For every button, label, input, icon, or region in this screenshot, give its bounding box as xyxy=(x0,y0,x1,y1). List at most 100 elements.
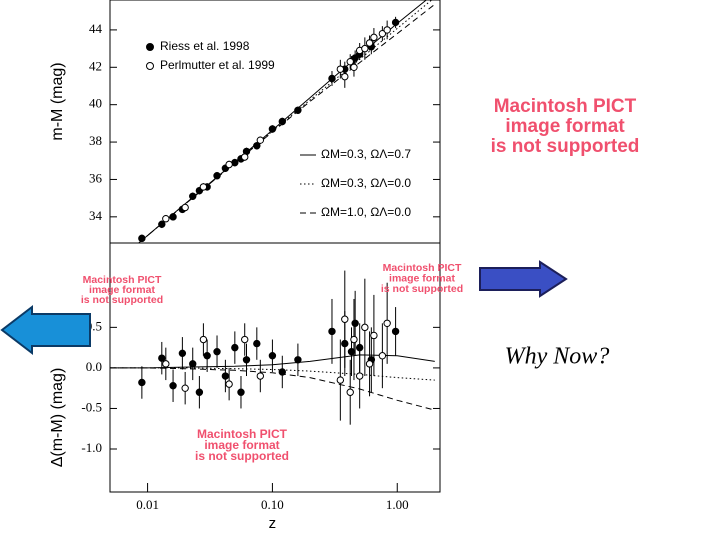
data-point xyxy=(169,382,177,390)
unsupported-notice: image format xyxy=(89,284,155,296)
data-point xyxy=(253,339,261,348)
left-arrow xyxy=(0,304,91,356)
data-point xyxy=(370,33,378,42)
y-tick-label: -1.0 xyxy=(81,440,102,455)
data-point xyxy=(378,352,387,360)
data-point xyxy=(242,356,251,364)
legend-label: ΩM=0.3, ΩΛ=0.7 xyxy=(321,147,411,161)
model-line xyxy=(137,3,436,243)
unsupported-notice: image format xyxy=(204,438,279,452)
legend-label: Perlmutter et al. 1999 xyxy=(160,58,275,72)
data-point xyxy=(199,183,208,191)
unsupported-notice: Macintosh PICT xyxy=(383,262,462,274)
model-line xyxy=(137,0,433,243)
data-point xyxy=(178,349,187,358)
data-point xyxy=(346,388,354,396)
legend-label: Riess et al. 1998 xyxy=(160,39,250,53)
unsupported-notice: is not supported xyxy=(491,136,640,157)
y-tick-label: 34 xyxy=(89,208,103,223)
unsupported-notice: image format xyxy=(389,272,455,284)
data-point xyxy=(169,213,177,221)
data-point xyxy=(237,388,245,396)
unsupported-notice: image format xyxy=(505,116,625,137)
unsupported-notice: is not supported xyxy=(81,294,163,306)
data-point xyxy=(350,335,358,344)
data-point xyxy=(225,380,233,388)
data-point xyxy=(231,343,239,352)
data-point xyxy=(378,29,387,38)
plot-area xyxy=(137,0,436,243)
y-tick-label: 36 xyxy=(89,170,103,185)
data-point xyxy=(328,327,336,336)
data-point xyxy=(189,360,197,368)
data-point xyxy=(294,106,302,114)
unsupported-notice: Macintosh PICT xyxy=(197,427,288,441)
data-point xyxy=(195,388,204,396)
data-point xyxy=(203,352,211,360)
unsupported-notice: Macintosh PICT xyxy=(494,96,637,117)
legend-marker xyxy=(146,43,154,51)
data-point xyxy=(361,44,369,53)
data-point xyxy=(351,319,359,327)
data-point xyxy=(162,360,170,368)
data-point xyxy=(383,319,391,327)
data-point xyxy=(138,378,146,387)
data-point xyxy=(268,352,277,360)
unsupported-notice: is not supported xyxy=(195,449,289,463)
data-point xyxy=(253,142,261,150)
data-point xyxy=(221,372,230,380)
data-point xyxy=(365,39,374,47)
data-point xyxy=(336,65,345,73)
data-point xyxy=(391,327,400,336)
data-point xyxy=(213,172,221,180)
data-point xyxy=(341,315,349,323)
x-tick-label: 0.10 xyxy=(261,497,284,512)
y-tick-label: 40 xyxy=(89,96,102,111)
data-point xyxy=(241,153,249,161)
plot-area xyxy=(110,270,435,425)
data-point xyxy=(383,26,391,34)
data-point xyxy=(278,368,287,376)
data-point xyxy=(370,331,378,340)
x-tick-label: 0.01 xyxy=(136,497,159,512)
data-point xyxy=(181,384,189,392)
data-point xyxy=(365,360,374,368)
data-point xyxy=(278,117,287,126)
data-point xyxy=(225,160,233,169)
unsupported-notice: is not supported xyxy=(381,283,463,295)
right-arrow xyxy=(479,260,568,298)
data-point xyxy=(158,220,166,229)
legend-label: ΩM=1.0, ΩΛ=0.0 xyxy=(321,205,411,219)
y-tick-label: 42 xyxy=(89,58,102,73)
data-point xyxy=(213,347,221,356)
data-point xyxy=(294,356,302,364)
data-point xyxy=(162,215,170,223)
data-point xyxy=(256,136,265,144)
data-point xyxy=(391,18,400,27)
data-point xyxy=(350,63,358,71)
y-axis-label: m-M (mag) xyxy=(49,62,66,140)
data-point xyxy=(355,372,364,380)
data-point xyxy=(189,192,197,200)
y-axis-label: Δ(m-M) (mag) xyxy=(49,368,66,468)
y-tick-label: 44 xyxy=(89,21,103,36)
legend-marker xyxy=(146,62,154,70)
data-point xyxy=(341,72,349,81)
data-point xyxy=(181,203,189,212)
data-point xyxy=(268,125,277,133)
y-tick-label: 0.0 xyxy=(86,359,102,374)
data-point xyxy=(336,376,345,384)
data-point xyxy=(346,57,354,66)
caption: Why Now? xyxy=(505,344,610,370)
data-point xyxy=(199,335,208,344)
model-line xyxy=(137,0,428,243)
y-tick-label: 38 xyxy=(89,133,102,148)
x-tick-label: 1.00 xyxy=(386,497,409,512)
data-point xyxy=(328,74,336,83)
data-point xyxy=(256,372,265,380)
model-line xyxy=(110,367,435,411)
data-point xyxy=(158,354,166,362)
x-axis-label: z xyxy=(269,515,277,532)
data-point xyxy=(138,234,146,243)
